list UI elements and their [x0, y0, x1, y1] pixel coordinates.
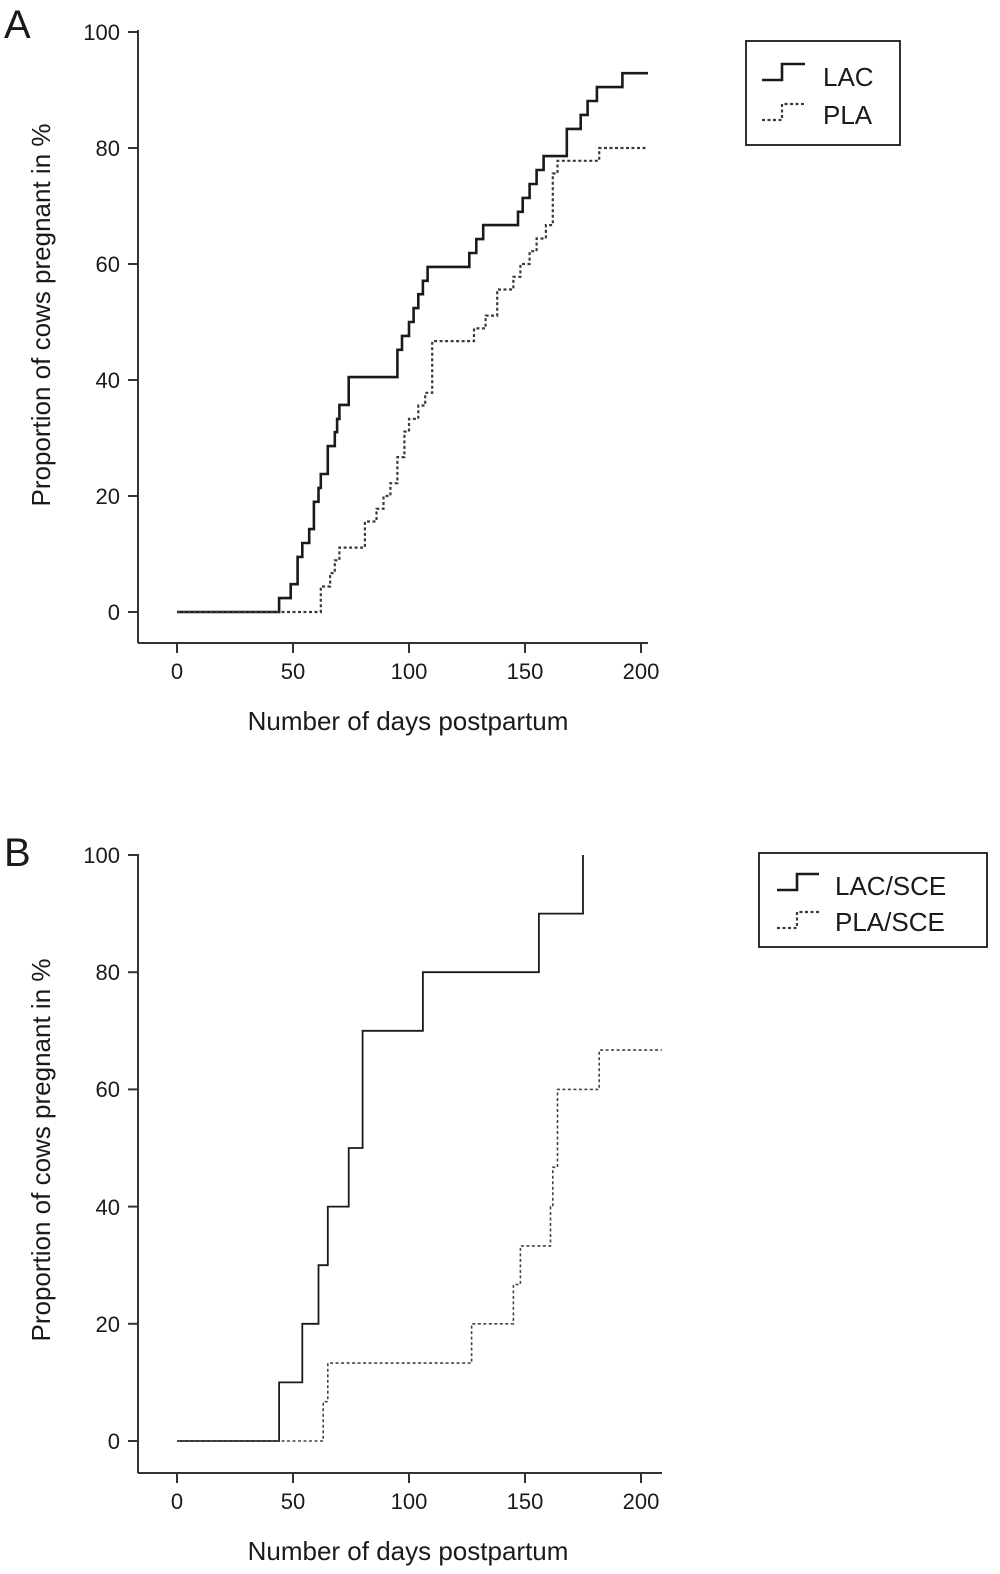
panel-a-series-lac-line [177, 71, 648, 614]
panel-a-ytick-label: 40 [96, 368, 120, 393]
panel-a-x-ticks: 0 50 100 150 200 [171, 643, 659, 684]
panel-b-xtick-label: 200 [623, 1489, 660, 1514]
panel-a-xtick-label: 100 [391, 659, 428, 684]
panel-b-legend-box [758, 852, 988, 948]
panel-b-legend-lac-sce-label: LAC/SCE [835, 871, 946, 901]
panel-b-legend: LAC/SCE PLA/SCE [758, 852, 988, 948]
panel-b-xtick-label: 100 [391, 1489, 428, 1514]
panel-a-xtick-label: 200 [623, 659, 660, 684]
panel-a-y-axis-title: Proportion of cows pregnant in % [26, 124, 56, 507]
panel-a-ytick-label: 20 [96, 484, 120, 509]
panel-b-xtick-label: 50 [281, 1489, 305, 1514]
panel-a-ytick-label: 80 [96, 136, 120, 161]
panel-a-legend-lac-swatch [762, 62, 805, 82]
panel-b-ytick-label: 0 [108, 1429, 120, 1454]
panel-b-x-ticks: 0 50 100 150 200 [171, 1473, 659, 1514]
panel-b-ytick-label: 20 [96, 1312, 120, 1337]
panel-b-ytick-label: 60 [96, 1077, 120, 1102]
panel-a-ytick-label: 0 [108, 600, 120, 625]
panel-a-legend-lac-label: LAC [823, 62, 874, 92]
panel-b-ytick-label: 40 [96, 1195, 120, 1220]
panel-a-legend-pla-label: PLA [823, 100, 873, 130]
panel-a-letter: A [4, 3, 31, 47]
panel-a-series-pla-line [177, 146, 648, 614]
panel-a-xtick-label: 50 [281, 659, 305, 684]
panel-b-x-axis-title: Number of days postpartum [248, 1536, 569, 1566]
panel-a-xtick-label: 0 [171, 659, 183, 684]
panel-b-y-ticks: 0 20 40 60 80 100 [83, 843, 138, 1454]
panel-b-series-lac-sce-line [177, 855, 584, 1442]
panel-b-letter: B [4, 831, 31, 875]
panel-a-xtick-label: 150 [507, 659, 544, 684]
panel-b-legend-pla-sce-swatch [777, 910, 819, 930]
panel-a-legend-box [745, 40, 901, 146]
panel-b-xtick-label: 0 [171, 1489, 183, 1514]
panel-a-ytick-label: 60 [96, 252, 120, 277]
panel-a: A 0 20 40 60 80 100 0 50 100 [4, 3, 901, 736]
panel-b-ytick-label: 80 [96, 960, 120, 985]
panel-b-ytick-label: 100 [83, 843, 120, 868]
panel-a-legend-pla-swatch [762, 102, 805, 122]
panel-b-y-axis-title: Proportion of cows pregnant in % [26, 959, 56, 1342]
panel-a-x-axis-title: Number of days postpartum [248, 706, 569, 736]
panel-b-xtick-label: 150 [507, 1489, 544, 1514]
panel-b-series-pla-sce-line [177, 1049, 662, 1442]
panel-b: B 0 20 40 60 80 100 0 50 100 [4, 831, 988, 1566]
panel-b-legend-pla-sce-label: PLA/SCE [835, 907, 945, 937]
panel-a-y-ticks: 0 20 40 60 80 100 [83, 20, 138, 625]
panel-b-legend-lac-sce-swatch [777, 872, 819, 892]
panel-a-legend: LAC PLA [745, 40, 901, 146]
panel-a-ytick-label: 100 [83, 20, 120, 45]
